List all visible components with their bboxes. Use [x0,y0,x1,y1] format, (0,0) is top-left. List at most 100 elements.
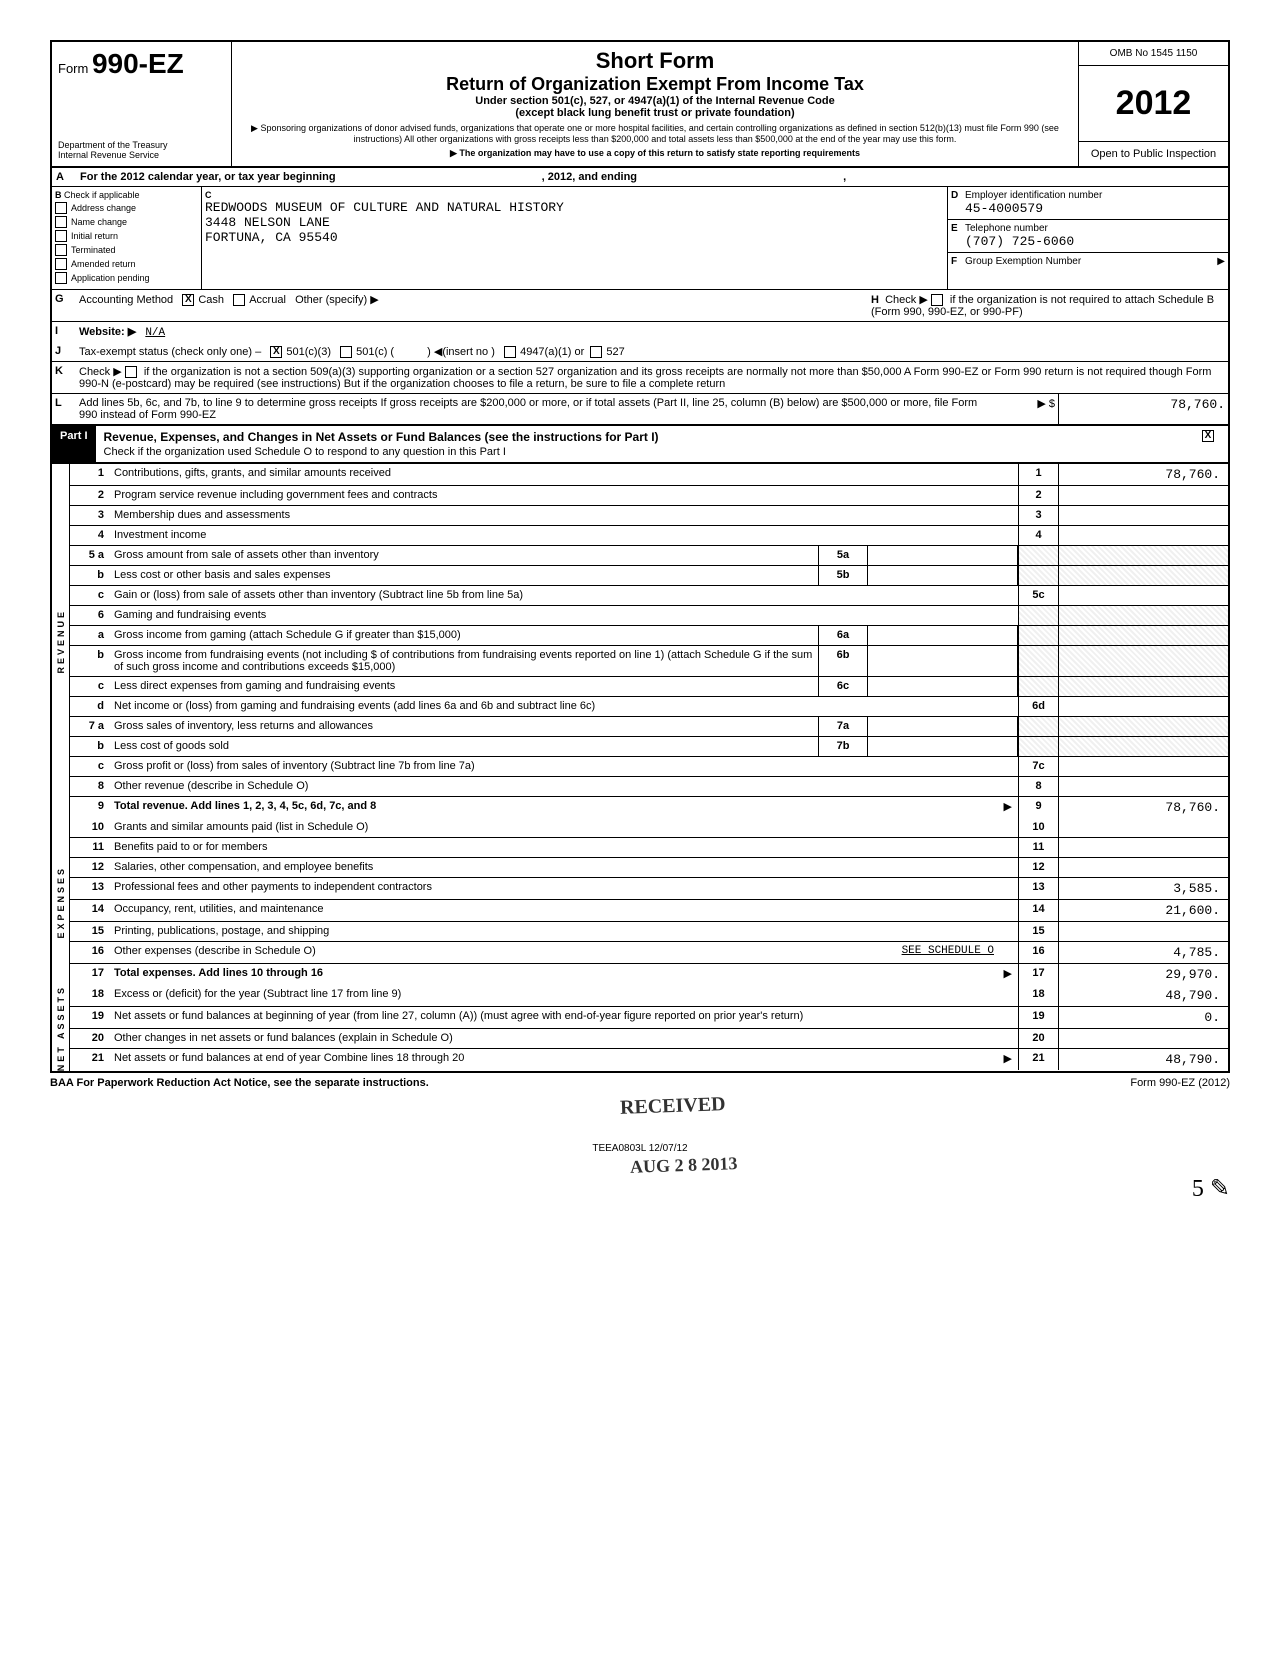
chk-schedule-o[interactable]: X [1202,430,1214,442]
row-value: 78,760. [1058,464,1228,485]
chk-line-k[interactable] [125,366,137,378]
line-a-text3: , [843,171,846,183]
form-label: Form [58,61,88,76]
table-row: cGross profit or (loss) from sales of in… [70,757,1228,777]
netassets-section: NET ASSETS 18Excess or (deficit) for the… [50,985,1230,1073]
row-desc: Investment income [110,526,1018,545]
row-value [1058,506,1228,525]
section-c: C REDWOODS MUSEUM OF CULTURE AND NATURAL… [202,187,948,289]
org-name: REDWOODS MUSEUM OF CULTURE AND NATURAL H… [205,200,944,215]
row-mid-value [868,626,1018,645]
row-mid-value [868,677,1018,696]
row-value [1058,586,1228,605]
table-row: 8Other revenue (describe in Schedule O)8 [70,777,1228,797]
row-mid-label: 5a [818,546,868,565]
table-row: 14Occupancy, rent, utilities, and mainte… [70,900,1228,922]
title-return: Return of Organization Exempt From Incom… [242,74,1068,95]
table-row: 6Gaming and fundraising events [70,606,1228,626]
row-desc: Program service revenue including govern… [110,486,1018,505]
row-desc: Professional fees and other payments to … [110,878,1018,899]
table-row: 19Net assets or fund balances at beginni… [70,1007,1228,1029]
row-mid-label: 5b [818,566,868,585]
row-desc: Total expenses. Add lines 10 through 16 [110,964,998,985]
chk-amended[interactable]: Amended return [55,258,198,270]
row-number: c [70,586,110,605]
row-desc: Less cost of goods sold [110,737,818,756]
row-value: 3,585. [1058,878,1228,899]
chk-501c3[interactable]: X [270,346,282,358]
line-k: K Check ▶ if the organization is not a s… [50,362,1230,394]
table-row: 4Investment income4 [70,526,1228,546]
row-line-number: 18 [1018,985,1058,1006]
row-number: b [70,646,110,676]
row-mid-value [868,737,1018,756]
subtitle1: Under section 501(c), 527, or 4947(a)(1)… [242,95,1068,107]
revenue-sidebar: REVENUE [50,464,70,818]
chk-initial-return[interactable]: Initial return [55,230,198,242]
expenses-sidebar: EXPENSES [50,818,70,985]
row-number: 12 [70,858,110,877]
section-bcdef: B Check if applicable Address change Nam… [50,187,1230,290]
row-desc: Salaries, other compensation, and employ… [110,858,1018,877]
g-label: G [52,290,76,321]
chk-schedule-b[interactable] [931,294,943,306]
section-d: D Employer identification number 45-4000… [948,187,1228,220]
row-number: 4 [70,526,110,545]
row-number: b [70,566,110,585]
chk-terminated[interactable]: Terminated [55,244,198,256]
chk-501c[interactable] [340,346,352,358]
title-short-form: Short Form [242,48,1068,74]
row-value [1058,838,1228,857]
chk-accrual[interactable] [233,294,245,306]
row-desc: Benefits paid to or for members [110,838,1018,857]
chk-name-change[interactable]: Name change [55,216,198,228]
row-desc: Net income or (loss) from gaming and fun… [110,697,1018,716]
chk-cash[interactable]: X [182,294,194,306]
chk-527[interactable] [590,346,602,358]
b-label: B [55,190,62,200]
org-addr2: FORTUNA, CA 95540 [205,230,944,245]
table-row: bGross income from fundraising events (n… [70,646,1228,677]
line-g-h: G Accounting Method XCash Accrual Other … [50,290,1230,322]
row-mid-label: 7b [818,737,868,756]
row-desc: Net assets or fund balances at end of ye… [110,1049,998,1070]
row-line-number: 9 [1018,797,1058,818]
row-number: 13 [70,878,110,899]
row-line-number: 4 [1018,526,1058,545]
line-a-label: A [52,168,76,186]
row-line-number: 21 [1018,1049,1058,1070]
chk-4947[interactable] [504,346,516,358]
row-line-number: 2 [1018,486,1058,505]
row-desc: Printing, publications, postage, and shi… [110,922,1018,941]
row-desc: Total revenue. Add lines 1, 2, 3, 4, 5c,… [110,797,998,818]
row-desc: Less direct expenses from gaming and fun… [110,677,818,696]
row-desc: Contributions, gifts, grants, and simila… [110,464,1018,485]
netassets-body: 18Excess or (deficit) for the year (Subt… [70,985,1230,1071]
c-label: C [205,190,212,200]
arrow-icon: ▶ [998,964,1018,985]
chk-pending[interactable]: Application pending [55,272,198,284]
row-value: 4,785. [1058,942,1228,963]
row-desc: Net assets or fund balances at beginning… [110,1007,1018,1028]
row-desc: Membership dues and assessments [110,506,1018,525]
row-value [1058,697,1228,716]
row-value [1058,486,1228,505]
row-value [1058,818,1228,837]
row-number: 1 [70,464,110,485]
table-row: cGain or (loss) from sale of assets othe… [70,586,1228,606]
section-f: F Group Exemption Number ▶ [948,253,1228,270]
line-a: A For the 2012 calendar year, or tax yea… [50,168,1230,187]
row-desc: Gain or (loss) from sale of assets other… [110,586,1018,605]
row-value [1058,1029,1228,1048]
row-number: 9 [70,797,110,818]
line-a-content: For the 2012 calendar year, or tax year … [76,168,1228,186]
row-value [1058,858,1228,877]
table-row: 3Membership dues and assessments3 [70,506,1228,526]
department: Department of the Treasury Internal Reve… [58,140,225,160]
row-line-number: 15 [1018,922,1058,941]
section-b: B Check if applicable Address change Nam… [52,187,202,289]
website-value: N/A [145,327,165,339]
table-row: 16Other expenses (describe in Schedule O… [70,942,1228,964]
row-value: 21,600. [1058,900,1228,921]
chk-address-change[interactable]: Address change [55,202,198,214]
